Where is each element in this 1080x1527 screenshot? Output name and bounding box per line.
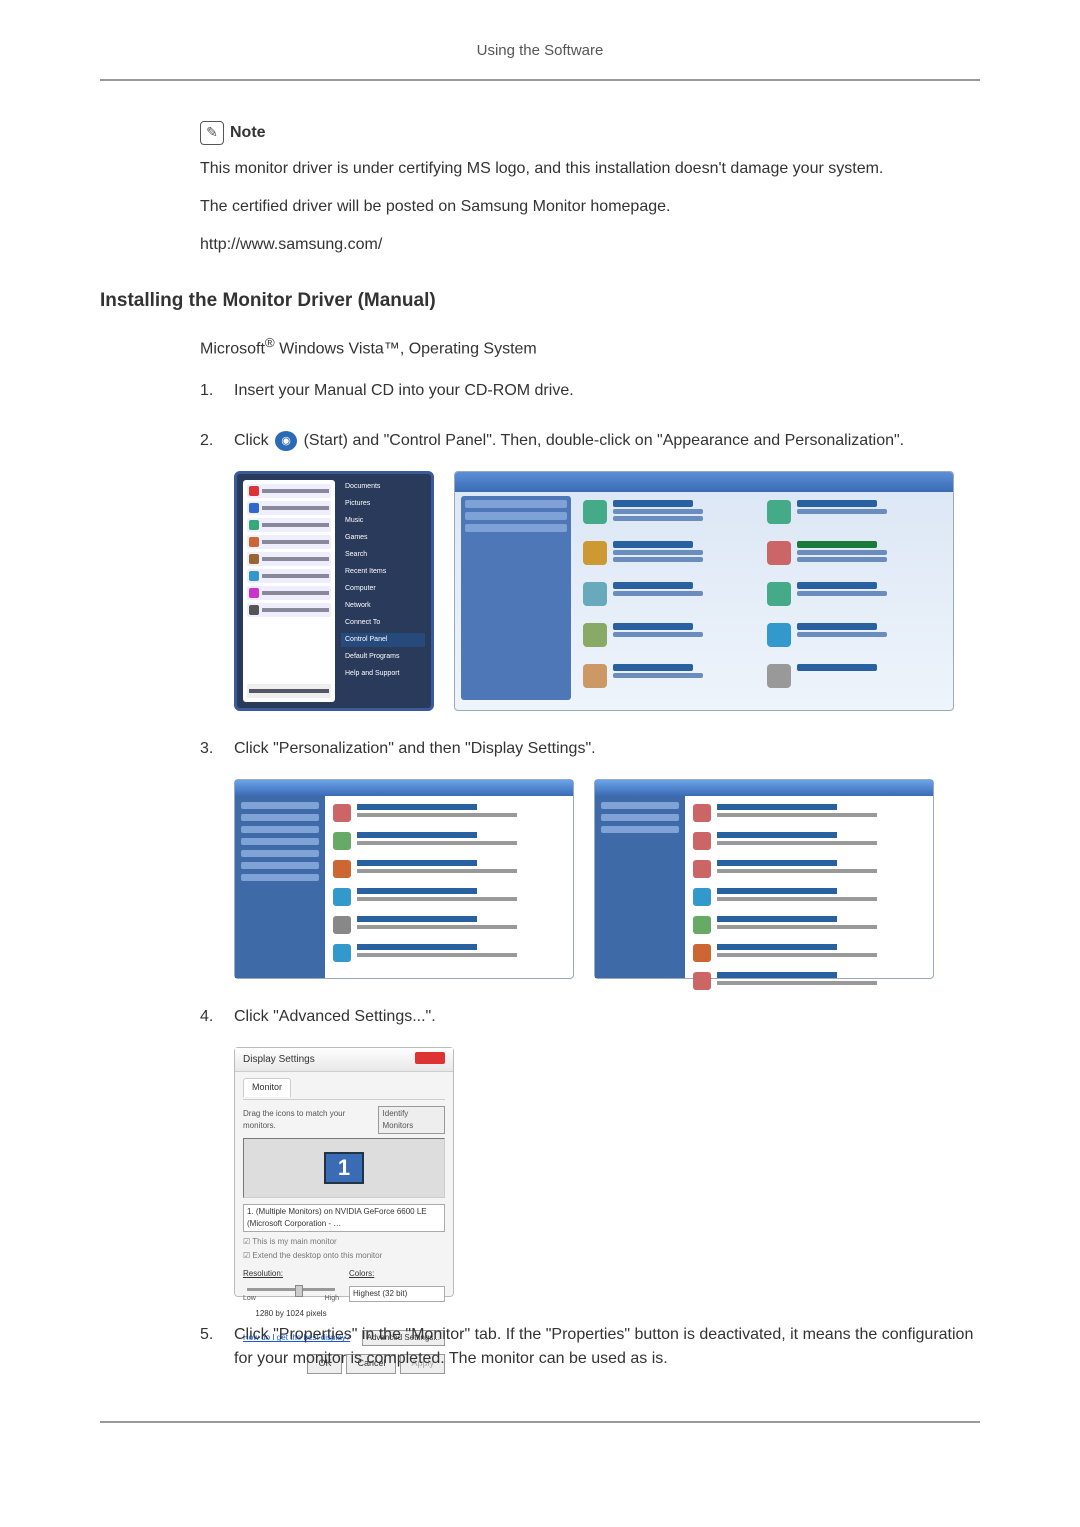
step-3-images [234, 779, 980, 979]
monitor-icon[interactable]: 1 [324, 1152, 364, 1184]
subtitle-mid: Windows Vista™ [275, 340, 400, 357]
page-header-title: Using the Software [477, 42, 604, 59]
start-right-item: Documents [341, 480, 425, 494]
personalization-screenshot-2 [594, 779, 934, 979]
start-right-item: Help and Support [341, 667, 425, 681]
footer-rule [100, 1421, 980, 1423]
identify-monitors-button[interactable]: Identify Monitors [378, 1106, 445, 1134]
step-2: Click ◉ (Start) and "Control Panel". The… [200, 429, 980, 711]
step-2-images: Documents Pictures Music Games Search Re… [234, 471, 980, 711]
step-1: Insert your Manual CD into your CD-ROM d… [200, 379, 980, 403]
colors-label: Colors: [349, 1268, 445, 1280]
note-label: Note [230, 121, 266, 145]
subtitle-post: , Operating System [400, 340, 537, 357]
monitor-canvas: 1 [243, 1138, 445, 1198]
subtitle-pre: Microsoft [200, 340, 265, 357]
drag-text: Drag the icons to match your monitors. [243, 1108, 378, 1132]
start-menu-screenshot: Documents Pictures Music Games Search Re… [234, 471, 434, 711]
step-2-text-b: (Start) and "Control Panel". Then, doubl… [304, 432, 905, 449]
step-5-text: Click "Properties" in the "Monitor" tab.… [234, 1326, 973, 1367]
page-header: Using the Software [100, 40, 980, 81]
section-title: Installing the Monitor Driver (Manual) [100, 287, 980, 316]
section-subtitle: Microsoft® Windows Vista™, Operating Sys… [200, 333, 980, 361]
start-right-item: Games [341, 531, 425, 545]
note-url: http://www.samsung.com/ [200, 233, 980, 257]
step-3: Click "Personalization" and then "Displa… [200, 737, 980, 979]
start-right-item: Pictures [341, 497, 425, 511]
start-right-item: Connect To [341, 616, 425, 630]
slider-low: Low [243, 1294, 256, 1305]
step-1-text: Insert your Manual CD into your CD-ROM d… [234, 382, 574, 399]
step-2-text-a: Click [234, 432, 273, 449]
start-menu-left [243, 480, 335, 702]
colors-select[interactable]: Highest (32 bit) [349, 1286, 445, 1302]
display-settings-dialog: Display Settings Monitor Drag the icons … [234, 1047, 454, 1297]
monitor-select[interactable]: 1. (Multiple Monitors) on NVIDIA GeForce… [243, 1204, 445, 1232]
tab-monitor[interactable]: Monitor [243, 1078, 291, 1097]
close-icon[interactable] [415, 1052, 445, 1064]
control-panel-screenshot [454, 471, 954, 711]
note-icon: ✎ [200, 121, 224, 145]
start-menu-right: Documents Pictures Music Games Search Re… [341, 480, 425, 702]
step-4-text: Click "Advanced Settings...". [234, 1008, 436, 1025]
start-right-item: Music [341, 514, 425, 528]
start-right-item: Search [341, 548, 425, 562]
dialog-title: Display Settings [243, 1052, 315, 1067]
step-4: Click "Advanced Settings...". Display Se… [200, 1005, 980, 1297]
steps-list: Insert your Manual CD into your CD-ROM d… [200, 379, 980, 1371]
step-3-text: Click "Personalization" and then "Displa… [234, 740, 596, 757]
slider-high: High [325, 1294, 339, 1305]
note-heading-row: ✎ Note [200, 121, 980, 145]
step-5: Click "Properties" in the "Monitor" tab.… [200, 1323, 980, 1371]
step-4-images: Display Settings Monitor Drag the icons … [234, 1047, 980, 1297]
note-block: ✎ Note This monitor driver is under cert… [200, 121, 980, 257]
start-right-item: Recent Items [341, 565, 425, 579]
note-text-1: This monitor driver is under certifying … [200, 157, 980, 181]
resolution-value: 1280 by 1024 pixels [243, 1308, 339, 1320]
checkbox-main-monitor[interactable]: ☑ This is my main monitor [243, 1236, 445, 1248]
subtitle-reg: ® [265, 335, 275, 350]
personalization-screenshot-1 [234, 779, 574, 979]
note-text-2: The certified driver will be posted on S… [200, 195, 980, 219]
checkbox-extend-desktop[interactable]: ☑ Extend the desktop onto this monitor [243, 1250, 445, 1262]
start-right-item: Computer [341, 582, 425, 596]
resolution-slider[interactable] [247, 1288, 335, 1291]
start-orb-icon: ◉ [275, 431, 297, 451]
start-right-item: Default Programs [341, 650, 425, 664]
start-right-item: Network [341, 599, 425, 613]
start-right-item: Control Panel [341, 633, 425, 647]
resolution-label: Resolution: [243, 1268, 339, 1280]
